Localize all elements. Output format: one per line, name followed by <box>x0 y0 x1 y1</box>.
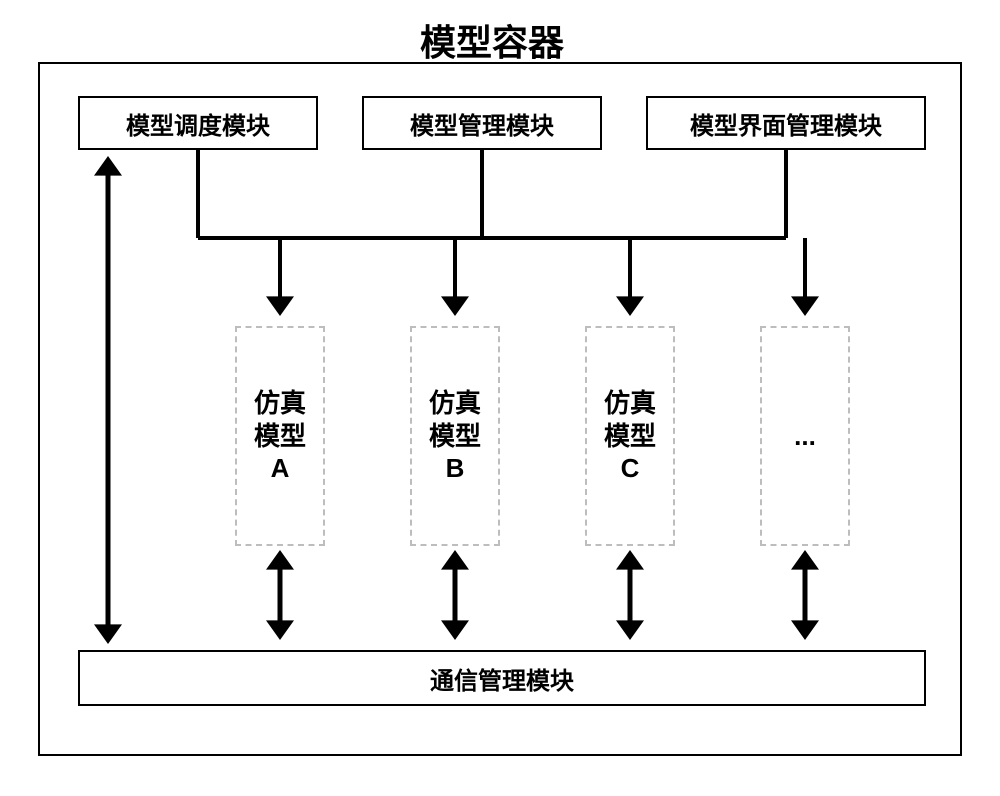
sim-a-label: 仿真 模型 A <box>254 387 306 485</box>
diagram-canvas: 模型容器 模型调度模块模型管理模块模型界面管理模块仿真 模型 A仿真 模型 B仿… <box>0 0 1000 796</box>
sim-b-label: 仿真 模型 B <box>429 387 481 485</box>
mod-manage-label: 模型管理模块 <box>410 106 554 141</box>
sim-c-label: 仿真 模型 C <box>604 387 656 485</box>
sim-b: 仿真 模型 B <box>410 326 500 546</box>
mod-uimanage-label: 模型界面管理模块 <box>690 106 882 141</box>
mod-manage: 模型管理模块 <box>362 96 602 150</box>
mod-comm-label: 通信管理模块 <box>430 661 574 696</box>
mod-comm: 通信管理模块 <box>78 650 926 706</box>
sim-c: 仿真 模型 C <box>585 326 675 546</box>
sim-more-label: ... <box>794 421 816 452</box>
sim-a: 仿真 模型 A <box>235 326 325 546</box>
sim-more: ... <box>760 326 850 546</box>
mod-schedule-label: 模型调度模块 <box>126 106 270 141</box>
mod-schedule: 模型调度模块 <box>78 96 318 150</box>
mod-uimanage: 模型界面管理模块 <box>646 96 926 150</box>
